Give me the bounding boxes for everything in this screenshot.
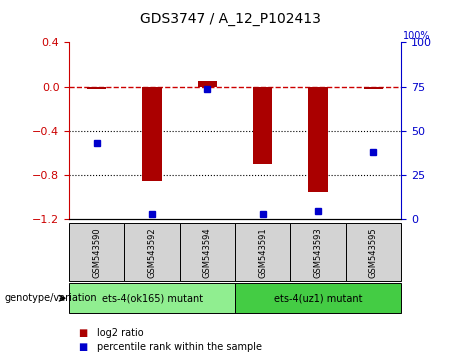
Text: GSM543591: GSM543591	[258, 227, 267, 278]
Text: GSM543594: GSM543594	[203, 227, 212, 278]
Text: ets-4(uz1) mutant: ets-4(uz1) mutant	[274, 293, 362, 303]
Text: log2 ratio: log2 ratio	[97, 329, 143, 338]
Bar	[364, 87, 383, 89]
Bar	[308, 87, 328, 192]
Bar	[142, 87, 162, 181]
Text: GSM543593: GSM543593	[313, 227, 323, 278]
Text: ■: ■	[78, 329, 88, 338]
Bar	[253, 87, 272, 164]
Text: ets-4(ok165) mutant: ets-4(ok165) mutant	[101, 293, 203, 303]
Bar	[198, 81, 217, 87]
Text: 100%: 100%	[403, 31, 431, 41]
Text: GDS3747 / A_12_P102413: GDS3747 / A_12_P102413	[140, 12, 321, 27]
Text: ■: ■	[78, 342, 88, 352]
Bar	[87, 87, 106, 89]
Text: percentile rank within the sample: percentile rank within the sample	[97, 342, 262, 352]
Text: genotype/variation: genotype/variation	[5, 293, 97, 303]
Text: GSM543595: GSM543595	[369, 227, 378, 278]
Text: GSM543592: GSM543592	[148, 227, 157, 278]
Text: GSM543590: GSM543590	[92, 227, 101, 278]
